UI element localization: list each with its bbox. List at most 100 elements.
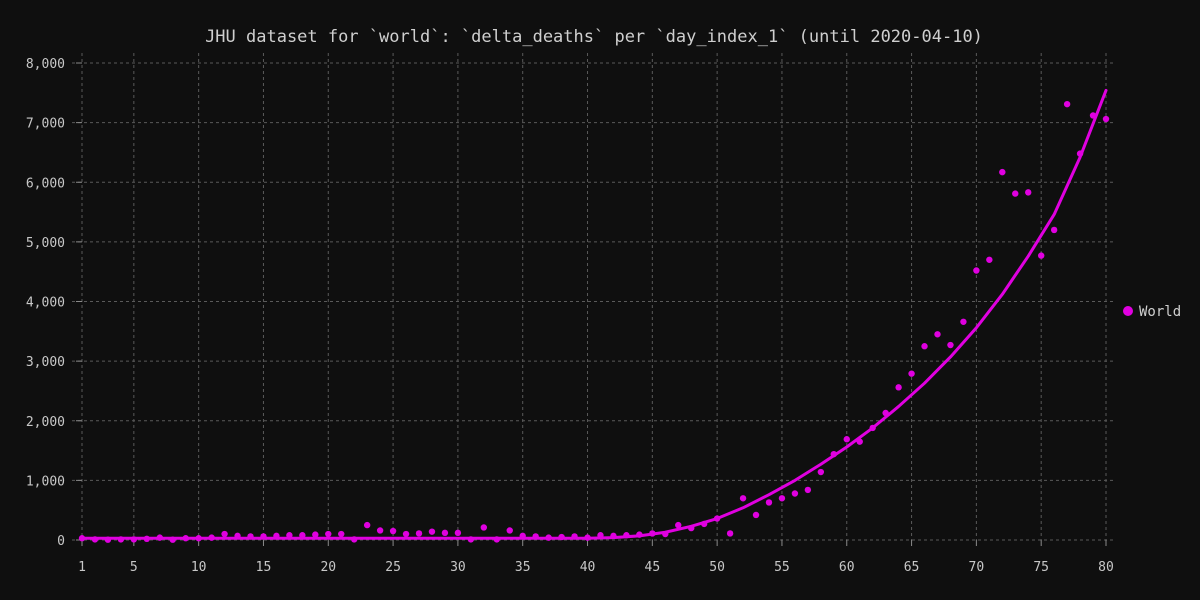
data-point [908,370,915,377]
data-point [558,533,565,541]
data-point [156,534,163,541]
data-point [130,536,138,543]
data-point [584,534,591,541]
data-point [221,530,228,538]
x-tick-label: 1 [78,560,86,575]
data-point [519,532,526,540]
data-point [739,495,747,502]
data-point [597,532,604,539]
y-tick-label: 3,000 [26,355,65,370]
data-point [1037,252,1045,259]
data-point [312,531,319,538]
x-tick-label: 65 [904,560,920,575]
axes-layer: 1 5 10 15 20 25 30 35 40 45 50 55 60 65 70 75 8001,0002,… [26,57,1114,575]
fit-curve-line [80,88,1108,540]
grid-layer [72,53,1116,541]
data-point [299,532,306,539]
legend: World [1123,304,1181,320]
data-point [830,450,837,458]
data-point [286,532,293,539]
data-point [1025,189,1032,196]
data-point [428,528,436,535]
data-point [1012,190,1019,197]
data-point [571,533,578,540]
data-point [169,536,176,543]
data-point [623,532,630,539]
data-point [986,256,993,263]
x-tick-label: 35 [515,560,531,575]
data-point [415,530,423,537]
data-point [843,436,850,443]
x-tick-label: 40 [580,560,596,575]
x-tick-label: 20 [320,560,336,575]
legend-marker [1123,306,1133,316]
y-tick-label: 2,000 [26,415,65,430]
data-point [1063,100,1071,108]
data-point [351,536,358,543]
x-tick-label: 80 [1098,560,1114,575]
data-point [247,533,254,540]
y-tick-label: 6,000 [26,176,65,191]
data-point [1089,112,1097,119]
data-point [376,527,384,534]
x-tick-label: 5 [130,560,138,575]
x-tick-label: 75 [1033,560,1049,575]
x-tick-label: 50 [709,560,725,575]
data-point [791,490,799,497]
x-tick-label: 30 [450,560,466,575]
data-point [506,527,513,534]
x-tick-label: 15 [256,560,272,575]
data-point [688,524,695,532]
data-point [726,530,734,537]
y-tick-label: 0 [57,534,65,549]
y-tick-label: 8,000 [26,57,65,72]
data-point [804,486,812,494]
data-point [1050,226,1058,234]
data-point [325,530,332,538]
data-point [895,384,902,391]
y-tick-label: 4,000 [26,296,65,311]
data-point [91,536,99,543]
x-tick-label: 45 [645,560,661,575]
data-point [752,511,760,519]
data-point [467,536,475,543]
data-point [817,468,825,476]
data-point [195,535,202,542]
data-point [234,532,241,540]
data-point [338,530,345,538]
data-point [532,533,539,540]
data-point [869,424,876,432]
data-point [1076,150,1084,157]
data-point [363,521,371,529]
data-point [960,318,967,325]
x-tick-label: 55 [774,560,790,575]
data-point [636,531,643,538]
data-point [493,536,500,543]
data-point [1102,115,1110,123]
data-point [454,529,462,537]
data-point [441,529,449,537]
x-tick-label: 10 [191,560,207,575]
data-point [260,533,267,540]
x-tick-label: 70 [969,560,985,575]
data-point [973,267,980,274]
data-point [389,527,397,535]
data-point [182,535,189,542]
data-point [480,524,488,531]
data-point [856,438,863,445]
y-tick-label: 5,000 [26,236,65,251]
data-point [662,530,669,538]
x-tick-label: 60 [839,560,855,575]
data-point [143,535,151,543]
data-point [649,530,656,537]
legend-label-world: World [1139,304,1181,320]
y-tick-label: 7,000 [26,117,65,132]
data-point [402,530,410,538]
data-point [700,520,708,528]
x-tick-label: 25 [385,560,401,575]
data-point [882,409,889,417]
data-point [104,536,112,543]
data-point [78,535,86,542]
data-point [273,532,280,540]
